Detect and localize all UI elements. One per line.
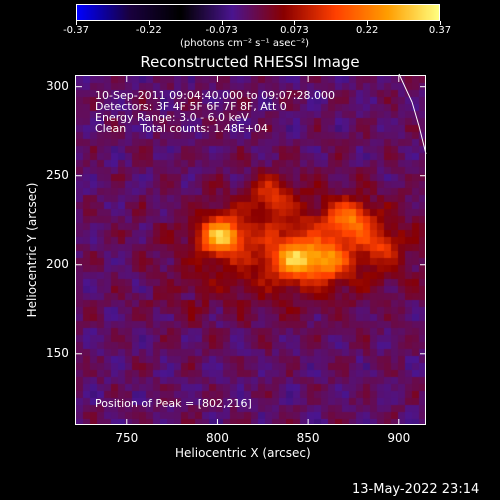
colorbar-tick — [76, 21, 77, 25]
annotation-detectors: Detectors: 3F 4F 5F 6F 7F 8F, Att 0 — [95, 100, 287, 113]
annotation-time-range: 10-Sep-2011 09:04:40.000 to 09:07:28.000 — [95, 89, 335, 102]
colorbar-tick — [221, 21, 223, 25]
colorbar-tick-label: -0.37 — [63, 25, 89, 36]
colorbar-tick-label: 0.37 — [428, 25, 452, 36]
colorbar-unit-label: (photons cm⁻² s⁻¹ asec⁻²) — [180, 38, 310, 49]
y-axis-label: Heliocentric Y (arcsec) — [25, 182, 39, 318]
colorbar-tick-label: -0.073 — [205, 25, 238, 36]
plot-frame — [75, 75, 426, 425]
colorbar-tick — [367, 21, 369, 25]
y-tick-label: 300 — [46, 78, 69, 93]
x-tick-label: 900 — [387, 431, 411, 445]
colorbar-tick — [440, 21, 441, 25]
colorbar — [76, 4, 440, 21]
x-tick-label: 750 — [115, 431, 139, 445]
annotation-clean: Clean Total counts: 1.48E+04 — [95, 122, 269, 135]
colorbar-tick — [148, 21, 150, 25]
x-tick-label: 850 — [296, 431, 320, 445]
colorbar-tick-label: 0.073 — [280, 25, 309, 36]
colorbar-tick-label: 0.22 — [356, 25, 379, 36]
annotation-energy: Energy Range: 3.0 - 6.0 keV — [95, 111, 249, 124]
chart-title: Reconstructed RHESSI Image — [140, 53, 360, 71]
y-tick-label: 200 — [46, 256, 69, 271]
footer-timestamp: 13-May-2022 23:14 — [352, 482, 480, 497]
colorbar-tick-label: -0.22 — [135, 25, 162, 36]
y-tick-label: 250 — [46, 167, 69, 182]
colorbar-tick — [294, 21, 296, 25]
heatmap-image — [76, 76, 426, 425]
x-axis-label: Heliocentric X (arcsec) — [175, 446, 311, 460]
annotation-peak: Position of Peak = [802,216] — [95, 397, 252, 410]
x-tick-label: 800 — [205, 431, 229, 445]
y-tick-label: 150 — [46, 345, 69, 360]
